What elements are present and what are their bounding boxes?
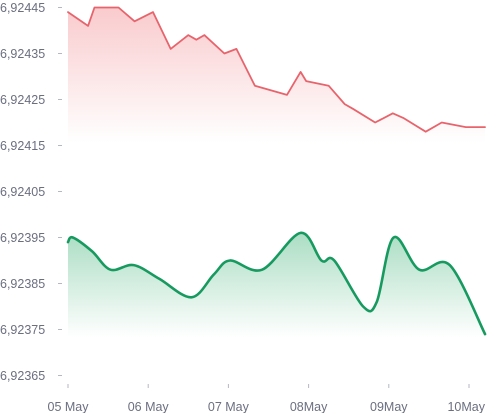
series-line: [67, 6, 486, 133]
y-tick-label: 6,92385: [0, 277, 45, 291]
y-tick-label: 6,92375: [0, 323, 45, 337]
series-area: [68, 7, 486, 143]
y-axis: 6,92445 6,92435 6,92425 6,92415 6,92405 6,923…: [0, 1, 62, 383]
x-tick-label: 05 May: [48, 400, 90, 413]
x-axis: 05 May 06 May 07 May 08May 09May 10May: [48, 384, 486, 413]
x-tick-label: 06 May: [128, 400, 170, 413]
y-tick-label: 6,92425: [0, 93, 45, 107]
y-tick-label: 6,92395: [0, 231, 45, 245]
x-tick-label: 08May: [290, 400, 328, 413]
series-area: [68, 232, 486, 338]
y-tick-label: 6,92435: [0, 47, 45, 61]
x-tick-label: 10May: [447, 400, 485, 413]
x-tick-label: 09May: [370, 400, 408, 413]
y-tick-label: 6,92365: [0, 369, 45, 383]
y-tick-label: 6,92405: [0, 185, 45, 199]
y-tick-label: 6,92415: [0, 139, 45, 153]
series-line: [66, 231, 487, 336]
y-tick-label: 6,92445: [0, 1, 45, 15]
x-tick-label: 07 May: [208, 400, 250, 413]
series-areas: [68, 7, 486, 338]
series-lines: [66, 6, 487, 336]
